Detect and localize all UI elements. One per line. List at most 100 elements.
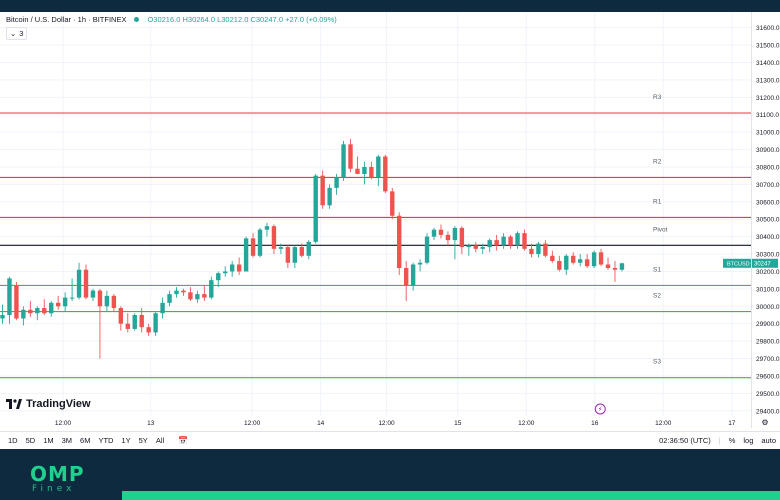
candle-body — [209, 280, 214, 298]
candle-body — [571, 255, 576, 263]
candle-body — [605, 264, 611, 268]
candle-body — [7, 278, 12, 315]
x-tick-label: 17 — [728, 420, 736, 427]
range-button-ytd[interactable]: YTD — [98, 436, 114, 445]
range-button-5d[interactable]: 5D — [25, 436, 36, 445]
range-button-3m[interactable]: 3M — [61, 436, 73, 445]
tradingview-logo[interactable]: TradingView — [6, 398, 91, 410]
candle-body — [229, 264, 235, 272]
candle-body — [473, 245, 478, 249]
candle-body — [327, 187, 332, 206]
range-button-6m[interactable]: 6M — [80, 436, 91, 445]
candle-body — [111, 295, 117, 309]
candle-body — [390, 191, 395, 216]
candle-body — [139, 315, 144, 328]
level-label-r3: R3 — [653, 94, 662, 101]
percent-toggle[interactable]: % — [728, 436, 736, 445]
range-button-1d[interactable]: 1D — [8, 436, 18, 445]
candle-body — [306, 241, 311, 256]
candle-body — [397, 215, 402, 268]
y-tick-label: 30400.0 — [756, 234, 780, 241]
last-price-tag[interactable] — [752, 258, 778, 268]
candle-body — [355, 168, 360, 174]
x-tick-label: 12:00 — [655, 420, 672, 427]
candle-body — [104, 295, 110, 307]
tradingview-icon — [6, 399, 22, 409]
range-button-all[interactable]: All — [155, 436, 165, 445]
x-tick-label: 12:00 — [55, 420, 72, 427]
candle-body — [160, 302, 165, 314]
candle-body — [334, 177, 339, 188]
y-tick-label: 29500.0 — [756, 391, 780, 398]
candle-body — [35, 308, 40, 314]
indicator-collapse-button[interactable]: ⌄ 3 — [6, 27, 28, 40]
candle-body — [452, 227, 458, 241]
candle-body — [508, 236, 513, 246]
candle-body — [28, 309, 33, 314]
settings-gear-icon[interactable]: ⚙ — [761, 418, 768, 427]
event-marker-icon[interactable] — [594, 403, 606, 415]
candle-body — [264, 226, 270, 230]
y-tick-label: 31400.0 — [756, 60, 780, 67]
candle-body — [299, 247, 304, 256]
candle-body — [320, 175, 325, 206]
calendar-icon[interactable]: 📅 — [178, 436, 189, 445]
y-tick-label: 31600.0 — [756, 25, 780, 32]
candle-body — [376, 156, 381, 178]
range-button-1y[interactable]: 1Y — [121, 436, 131, 445]
x-tick-label: 15 — [454, 420, 462, 427]
candle-body — [90, 290, 96, 298]
symbol-legend: Bitcoin / U.S. Dollar · 1h · BITFINEX O3… — [6, 15, 337, 24]
candle-body — [292, 247, 298, 263]
y-tick-label: 29700.0 — [756, 356, 780, 363]
candle-body — [132, 315, 137, 329]
y-tick-label: 31200.0 — [756, 95, 780, 102]
ohlc-values: O30216.0 H30264.0 L30212.0 C30247.0 +27.… — [147, 15, 337, 24]
log-toggle[interactable]: log — [743, 436, 754, 445]
candle-body — [515, 233, 520, 246]
candle-body — [403, 267, 409, 286]
y-tick-label: 31300.0 — [756, 77, 780, 84]
candle-body — [598, 252, 604, 265]
bottom-toolbar: 1D 5D 1M 3M 6M YTD 1Y 5Y All 📅 02:36:50 (UTC) | … — [0, 431, 780, 449]
candle-body — [362, 166, 367, 174]
candle-body — [76, 269, 82, 298]
candle-body — [69, 297, 75, 299]
y-tick-label: 30000.0 — [756, 304, 780, 311]
candle-body — [348, 144, 353, 169]
price-chart[interactable]: 29400.0 29500.0 29600.0 29700.0 29800.0 29900… — [0, 12, 780, 428]
y-tick-label: 31500.0 — [756, 43, 780, 50]
last-price-value: 30247 — [754, 261, 771, 267]
candle-body — [522, 233, 527, 249]
symbol-price-tag[interactable] — [723, 258, 751, 268]
bottom-right-controls: 02:36:50 (UTC) | % log auto — [659, 436, 776, 445]
level-label-pivot: Pivot — [653, 226, 668, 233]
y-tick-label: 30900.0 — [756, 147, 780, 154]
y-tick-label: 30800.0 — [756, 164, 780, 171]
level-label-s1: S1 — [653, 266, 661, 273]
y-tick-label: 29400.0 — [756, 408, 780, 415]
candle-body — [341, 144, 346, 178]
candle-body — [188, 292, 193, 300]
candle-body — [42, 308, 47, 314]
symbol-title[interactable]: Bitcoin / U.S. Dollar · 1h · BITFINEX — [6, 15, 127, 24]
divider: | — [718, 436, 721, 445]
chevron-down-icon: ⌄ — [10, 29, 17, 38]
x-tick-label: 12:00 — [244, 420, 261, 427]
x-tick-label: 12:00 — [518, 420, 535, 427]
y-tick-label: 30200.0 — [756, 269, 780, 276]
candle-body — [494, 240, 499, 246]
candle-body — [417, 262, 423, 265]
lightning-icon: ⚡ — [598, 406, 603, 414]
chart-panel: 29400.0 29500.0 29600.0 29700.0 29800.0 29900… — [0, 12, 780, 449]
clock-time[interactable]: 02:36:50 (UTC) — [659, 436, 711, 445]
range-button-5y[interactable]: 5Y — [138, 436, 148, 445]
candle-body — [62, 297, 68, 307]
auto-toggle[interactable]: auto — [761, 436, 776, 445]
candle-body — [487, 240, 492, 248]
candle-body — [313, 175, 318, 242]
market-open-icon — [134, 17, 140, 22]
range-button-1m[interactable]: 1M — [43, 436, 54, 445]
candle-body — [424, 236, 430, 263]
level-label-r2: R2 — [653, 158, 662, 165]
